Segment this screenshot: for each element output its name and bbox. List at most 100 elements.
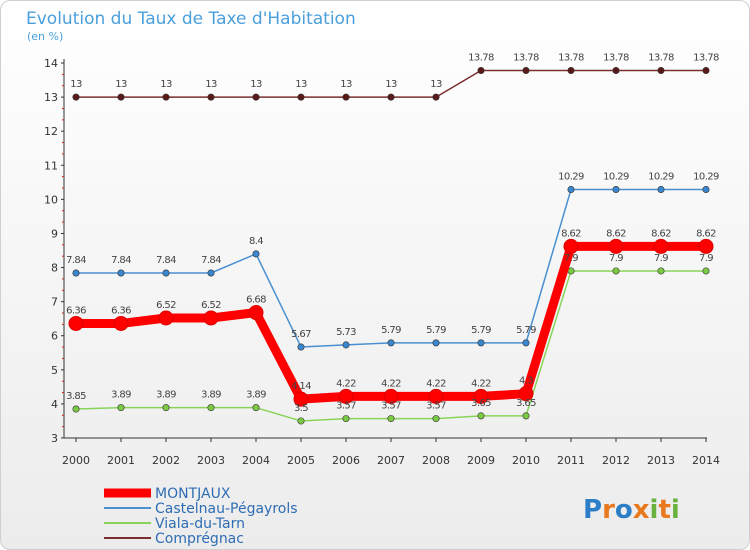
data-label-compregnac: 13 [160, 79, 172, 90]
data-point-compregnac [432, 93, 440, 101]
y-tick-label: 13 [44, 91, 58, 104]
data-point-castelnau-pegayrols [72, 269, 80, 277]
data-label-viala-du-tarn: 7.9 [654, 253, 668, 264]
data-point-castelnau-pegayrols [657, 185, 665, 193]
data-label-viala-du-tarn: 7.9 [699, 253, 713, 264]
data-point-compregnac [252, 93, 260, 101]
data-label-montjaux: 8.62 [561, 228, 581, 239]
legend-label-compregnac: Comprégnac [155, 531, 244, 547]
data-point-viala-du-tarn [702, 267, 710, 275]
series-group [68, 67, 714, 425]
data-point-viala-du-tarn [612, 267, 620, 275]
data-point-castelnau-pegayrols [612, 185, 620, 193]
data-label-castelnau-pegayrols: 7.84 [111, 255, 131, 266]
data-point-montjaux [158, 310, 174, 326]
data-point-montjaux [428, 388, 444, 404]
logo-letter: r [602, 495, 615, 525]
data-point-castelnau-pegayrols [387, 339, 395, 347]
data-point-compregnac [72, 93, 80, 101]
data-point-compregnac [702, 67, 710, 75]
x-tick-label: 2002 [152, 454, 180, 467]
x-tick-label: 2008 [422, 454, 450, 467]
x-tick-label: 2003 [197, 454, 225, 467]
data-label-compregnac: 13.78 [693, 53, 719, 64]
x-tick-label: 2014 [692, 454, 720, 467]
data-label-compregnac: 13 [115, 79, 127, 90]
y-tick-label: 5 [51, 364, 58, 377]
data-label-compregnac: 13 [70, 79, 82, 90]
y-tick-label: 11 [44, 159, 58, 172]
x-tick-label: 2004 [242, 454, 270, 467]
axes: 3 4 5 6 7 8 9 10 11 12 13 14 2000 2001 2002 2003 2004 200… [44, 57, 720, 467]
y-tick-label: 9 [51, 227, 58, 240]
data-label-montjaux: 8.62 [606, 228, 626, 239]
data-point-castelnau-pegayrols [252, 250, 260, 258]
x-tick-label: 2013 [647, 454, 675, 467]
data-label-compregnac: 13 [385, 79, 397, 90]
logo-letter: x [633, 495, 650, 525]
data-label-montjaux: 4.22 [336, 378, 356, 389]
data-label-castelnau-pegayrols: 7.84 [66, 255, 86, 266]
data-point-compregnac [342, 93, 350, 101]
data-point-viala-du-tarn [252, 404, 260, 412]
data-point-castelnau-pegayrols [342, 341, 350, 349]
y-tick-label: 6 [51, 330, 58, 343]
data-point-montjaux [338, 388, 354, 404]
data-point-castelnau-pegayrols [522, 339, 530, 347]
data-label-castelnau-pegayrols: 10.29 [648, 171, 674, 182]
data-label-castelnau-pegayrols: 5.67 [291, 329, 311, 340]
data-label-compregnac: 13.78 [648, 53, 674, 64]
x-tick-label: 2001 [107, 454, 135, 467]
data-label-viala-du-tarn: 3.5 [294, 403, 308, 414]
data-label-castelnau-pegayrols: 8.4 [249, 236, 263, 247]
data-point-viala-du-tarn [657, 267, 665, 275]
data-label-castelnau-pegayrols: 5.79 [471, 325, 491, 336]
data-label-castelnau-pegayrols: 5.79 [381, 325, 401, 336]
data-point-montjaux [113, 315, 129, 331]
data-label-compregnac: 13 [295, 79, 307, 90]
data-label-montjaux: 8.62 [696, 228, 716, 239]
data-point-viala-du-tarn [522, 412, 530, 420]
data-label-montjaux: 8.62 [651, 228, 671, 239]
data-point-castelnau-pegayrols [297, 343, 305, 351]
chart-subtitle: (en %) [27, 30, 63, 43]
y-tick-label: 14 [44, 57, 58, 70]
data-point-viala-du-tarn [117, 404, 125, 412]
data-label-viala-du-tarn: 3.89 [111, 390, 131, 401]
data-point-montjaux [653, 238, 669, 254]
data-point-castelnau-pegayrols [207, 269, 215, 277]
logo-letter: i [671, 495, 680, 525]
data-label-montjaux: 4.14 [291, 381, 311, 392]
data-point-compregnac [117, 93, 125, 101]
x-tick-label: 2009 [467, 454, 495, 467]
data-point-viala-du-tarn [297, 417, 305, 425]
data-label-viala-du-tarn: 3.65 [516, 398, 536, 409]
data-label-viala-du-tarn: 3.57 [426, 401, 446, 412]
legend-label-castelnau-pegayrols: Castelnau-Pégayrols [155, 501, 298, 517]
y-tick-label: 3 [51, 432, 58, 445]
data-point-castelnau-pegayrols [477, 339, 485, 347]
data-label-compregnac: 13 [250, 79, 262, 90]
data-point-castelnau-pegayrols [702, 185, 710, 193]
data-label-viala-du-tarn: 3.57 [381, 401, 401, 412]
x-tick-label: 2006 [332, 454, 360, 467]
data-point-viala-du-tarn [162, 404, 170, 412]
data-point-compregnac [297, 93, 305, 101]
y-tick-label: 7 [51, 296, 58, 309]
y-tick-label: 4 [51, 398, 58, 411]
data-label-castelnau-pegayrols: 5.79 [516, 325, 536, 336]
proxiti-logo: Proxiti [583, 495, 680, 525]
y-tick-label: 12 [44, 125, 58, 138]
data-label-castelnau-pegayrols: 10.29 [603, 171, 629, 182]
data-labels: 6.36 6.36 6.52 6.52 6.68 4.14 4.22 4.22 4.22 4.22… [66, 53, 720, 414]
data-label-montjaux: 4.3 [519, 376, 533, 387]
data-point-viala-du-tarn [387, 415, 395, 423]
y-tick-label: 10 [44, 193, 58, 206]
data-point-viala-du-tarn [207, 404, 215, 412]
data-label-montjaux: 4.22 [471, 378, 491, 389]
data-point-montjaux [293, 391, 309, 407]
data-label-montjaux: 4.22 [426, 378, 446, 389]
data-point-castelnau-pegayrols [432, 339, 440, 347]
data-label-viala-du-tarn: 3.89 [156, 390, 176, 401]
